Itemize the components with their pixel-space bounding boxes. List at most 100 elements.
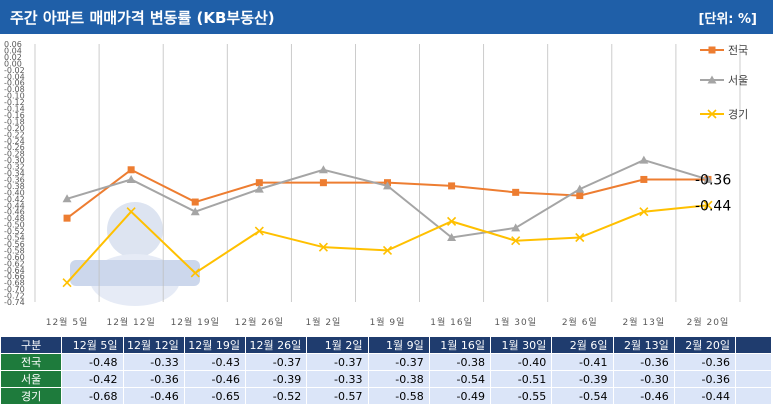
table-cell: -0.37 bbox=[244, 353, 308, 371]
table-row: 서울 -0.42 -0.36 -0.46 -0.39 -0.33 -0.38 -… bbox=[0, 370, 772, 388]
y-tick-label: -0.34 bbox=[4, 169, 25, 178]
column-header: 12월 26일 bbox=[244, 336, 308, 354]
data-point bbox=[448, 182, 456, 190]
y-tick-label: -0.44 bbox=[4, 201, 25, 210]
data-point bbox=[639, 207, 649, 217]
y-tick-label: -0.56 bbox=[4, 240, 25, 249]
x-tick-label: 1월 16일 bbox=[430, 316, 473, 328]
data-point bbox=[703, 200, 713, 210]
table-cell: -0.33 bbox=[306, 370, 369, 388]
data-point bbox=[63, 214, 71, 222]
x-tick-label: 2월 6일 bbox=[562, 316, 598, 328]
data-point bbox=[703, 174, 713, 183]
data-point bbox=[62, 194, 72, 203]
table-cell: -0.68 bbox=[61, 387, 124, 405]
table-cell: -0.41 bbox=[551, 353, 614, 371]
row-header: 서울 bbox=[0, 370, 63, 388]
data-point bbox=[447, 233, 457, 241]
table-cell: -0.44 bbox=[673, 387, 737, 405]
data-point bbox=[575, 232, 585, 243]
y-tick-label: -0.60 bbox=[4, 253, 25, 262]
data-point bbox=[382, 245, 393, 255]
data-point bbox=[254, 184, 264, 193]
watermark-logo bbox=[70, 202, 200, 306]
table-cell: -0.48 bbox=[61, 353, 124, 371]
data-point bbox=[255, 179, 263, 187]
y-tick-label: -0.02 bbox=[4, 66, 25, 75]
series-경기 bbox=[62, 200, 713, 288]
column-header: 1월 30일 bbox=[489, 336, 553, 354]
table-corner: 구분 bbox=[0, 336, 63, 354]
table-row: 경기 -0.68 -0.46 -0.65 -0.52 -0.57 -0.58 -… bbox=[0, 387, 772, 405]
data-point bbox=[319, 179, 327, 187]
data-point bbox=[190, 268, 200, 278]
y-tick-label: -0.72 bbox=[4, 292, 25, 301]
table-cell: -0.43 bbox=[183, 353, 247, 371]
data-point bbox=[126, 174, 136, 183]
y-tick-label: -0.52 bbox=[4, 227, 25, 236]
column-header: 2월 13일 bbox=[612, 336, 675, 354]
y-tick-label: -0.30 bbox=[4, 156, 25, 165]
y-tick-label: -0.22 bbox=[4, 130, 25, 139]
y-tick-label: -0.16 bbox=[4, 111, 25, 120]
end-labels: -0.36 -0.44 bbox=[695, 172, 731, 214]
table-cell: -0.51 bbox=[489, 370, 553, 388]
table-cell: -0.36 bbox=[673, 353, 737, 371]
data-point bbox=[447, 216, 457, 226]
end-value-label: -0.44 bbox=[695, 198, 731, 214]
data-point bbox=[127, 166, 135, 174]
y-tick-label: -0.50 bbox=[4, 221, 25, 230]
table-cell: -0.42 bbox=[61, 370, 124, 388]
y-tick-label: -0.10 bbox=[4, 92, 25, 101]
legend-label: 서울 bbox=[728, 74, 748, 87]
data-point bbox=[318, 242, 328, 252]
data-point bbox=[511, 236, 521, 246]
y-tick-label: -0.12 bbox=[4, 98, 25, 107]
column-header: 1월 2일 bbox=[306, 336, 369, 354]
data-point bbox=[576, 192, 584, 200]
row-header: 경기 bbox=[0, 387, 63, 405]
data-point bbox=[575, 184, 585, 193]
y-tick-label: 0.06 bbox=[4, 40, 22, 49]
row-header: 전국 bbox=[0, 353, 63, 371]
data-point bbox=[126, 207, 136, 217]
y-tick-label: -0.06 bbox=[4, 79, 25, 88]
table-cell: -0.65 bbox=[183, 387, 247, 405]
x-tick-label: 12월 12일 bbox=[106, 316, 155, 328]
data-point bbox=[511, 223, 521, 232]
x-tick-label: 12월 26일 bbox=[235, 316, 284, 328]
table-cell: -0.36 bbox=[673, 370, 737, 388]
data-point bbox=[318, 165, 328, 174]
y-tick-label: -0.62 bbox=[4, 259, 25, 268]
table-spacer bbox=[735, 370, 772, 388]
grid bbox=[34, 44, 741, 302]
y-tick-label: -0.04 bbox=[4, 72, 25, 81]
data-point bbox=[383, 181, 392, 190]
y-tick-label: -0.46 bbox=[4, 208, 25, 217]
data-point bbox=[640, 175, 648, 183]
x-tick-label: 2월 20일 bbox=[687, 316, 730, 328]
y-tick-label: -0.14 bbox=[4, 105, 25, 114]
table-cell: -0.49 bbox=[428, 387, 492, 405]
y-tick-label: -0.70 bbox=[4, 285, 25, 294]
table-cell: -0.46 bbox=[122, 387, 185, 405]
y-tick-label: 0.02 bbox=[4, 53, 22, 62]
column-header: 12월 12일 bbox=[122, 336, 185, 354]
table-cell: -0.36 bbox=[122, 370, 185, 388]
y-tick-label: -0.38 bbox=[4, 182, 25, 191]
x-tick-label: 12월 19일 bbox=[171, 316, 220, 328]
y-tick-label: -0.28 bbox=[4, 150, 25, 159]
series bbox=[62, 155, 713, 288]
y-tick-label: 0.00 bbox=[4, 59, 22, 68]
table-cell: -0.38 bbox=[367, 370, 430, 388]
x-tick-label: 1월 2일 bbox=[305, 316, 341, 328]
legend-label: 경기 bbox=[728, 108, 748, 121]
y-tick-label: -0.54 bbox=[4, 234, 25, 243]
table-cell: -0.54 bbox=[428, 370, 492, 388]
end-value-label: -0.36 bbox=[695, 172, 731, 188]
table-row: 전국 -0.48 -0.33 -0.43 -0.37 -0.37 -0.37 -… bbox=[0, 353, 772, 371]
table-cell: -0.39 bbox=[244, 370, 308, 388]
y-axis-ticks: 0.060.040.020.00-0.02-0.04-0.06-0.08-0.1… bbox=[4, 40, 25, 307]
column-header: 2월 20일 bbox=[673, 336, 737, 354]
y-tick-label: -0.26 bbox=[4, 143, 25, 152]
